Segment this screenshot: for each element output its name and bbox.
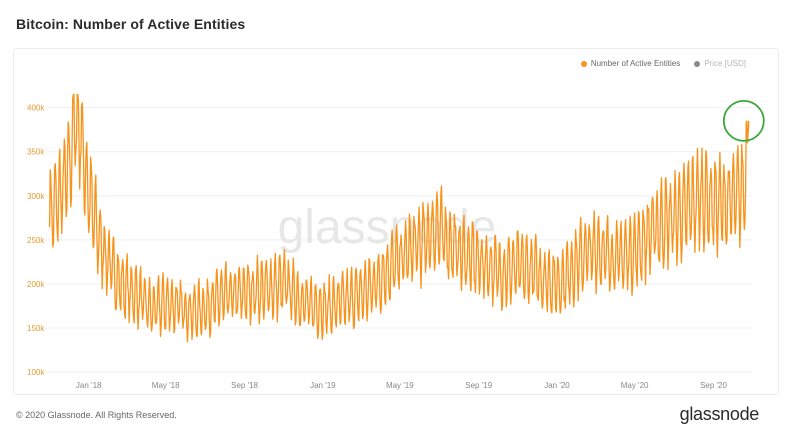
legend-item-price[interactable]: Price [USD] bbox=[694, 59, 746, 68]
x-tick-label: Sep '18 bbox=[231, 381, 258, 390]
x-tick-label: Jan '19 bbox=[310, 381, 336, 390]
page-title: Bitcoin: Number of Active Entities bbox=[16, 16, 246, 32]
y-axis: 100k 150k 200k 250k 300k 350k 400k bbox=[27, 104, 45, 377]
x-tick-label: Sep '19 bbox=[465, 381, 492, 390]
chart-legend: Number of Active Entities Price [USD] bbox=[580, 59, 746, 68]
series-line-active-entities bbox=[48, 93, 750, 343]
highlight-group bbox=[722, 99, 765, 142]
y-tick-label: 200k bbox=[27, 280, 45, 289]
legend-dot-icon bbox=[694, 60, 701, 67]
glassnode-logo[interactable]: glassnode bbox=[679, 404, 760, 424]
copyright-text: © 2020 Glassnode. All Rights Reserved. bbox=[16, 410, 177, 420]
legend-label: Number of Active Entities bbox=[590, 59, 681, 68]
series-group bbox=[48, 93, 750, 343]
legend-item-active-entities[interactable]: Number of Active Entities bbox=[580, 59, 681, 68]
x-tick-label: Jan '18 bbox=[76, 381, 102, 390]
x-tick-label: May '20 bbox=[621, 381, 649, 390]
x-axis: Jan '18 May '18 Sep '18 Jan '19 May '19 Sep '… bbox=[76, 381, 728, 390]
x-tick-label: Jan '20 bbox=[544, 381, 570, 390]
x-tick-label: May '19 bbox=[386, 381, 414, 390]
y-tick-label: 300k bbox=[27, 192, 45, 201]
legend-label: Price [USD] bbox=[704, 59, 746, 68]
y-tick-label: 350k bbox=[27, 148, 45, 157]
y-tick-label: 250k bbox=[27, 236, 45, 245]
y-tick-label: 150k bbox=[27, 324, 45, 333]
x-tick-label: May '18 bbox=[152, 381, 180, 390]
highlight-circle bbox=[722, 99, 765, 142]
legend-dot-icon bbox=[580, 60, 587, 67]
y-tick-label: 400k bbox=[27, 104, 45, 113]
x-tick-label: Sep '20 bbox=[700, 381, 727, 390]
y-tick-label: 100k bbox=[27, 368, 45, 377]
